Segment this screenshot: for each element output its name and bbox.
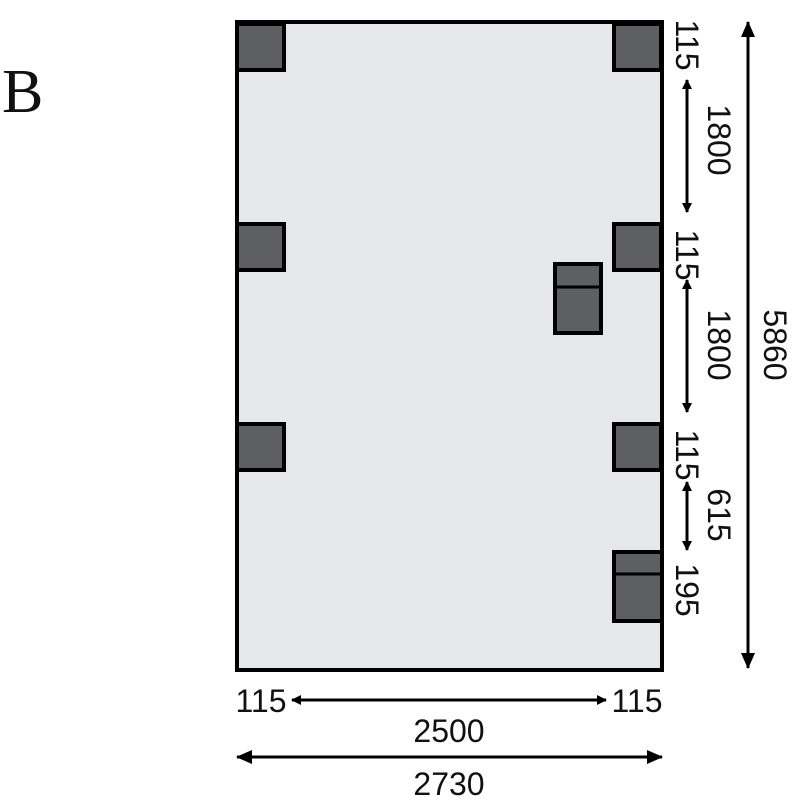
center-post-block <box>553 262 603 335</box>
dim-2500: 2500 <box>413 713 484 749</box>
post-right-3 <box>612 422 663 472</box>
dim-115-b: 115 <box>669 229 705 280</box>
dim-615: 615 <box>701 488 737 541</box>
dim-115-bottom-right: 115 <box>611 683 662 719</box>
corner-post-block <box>612 550 664 623</box>
figure-label: B <box>2 58 43 126</box>
dim-115-bottom-left: 115 <box>235 683 286 719</box>
dim-115-a: 115 <box>669 19 705 70</box>
dim-195: 195 <box>669 563 705 616</box>
dim-5860: 5860 <box>757 309 793 380</box>
floor-outline <box>235 20 664 672</box>
dim-1800-a: 1800 <box>701 104 737 175</box>
post-right-2 <box>612 222 663 272</box>
post-left-3 <box>235 422 286 472</box>
dim-2730: 2730 <box>413 766 484 800</box>
dim-1800-b: 1800 <box>701 309 737 380</box>
post-left-2 <box>235 222 286 272</box>
post-left-1 <box>235 22 286 72</box>
dim-115-c: 115 <box>669 429 705 480</box>
post-right-1 <box>612 22 663 72</box>
